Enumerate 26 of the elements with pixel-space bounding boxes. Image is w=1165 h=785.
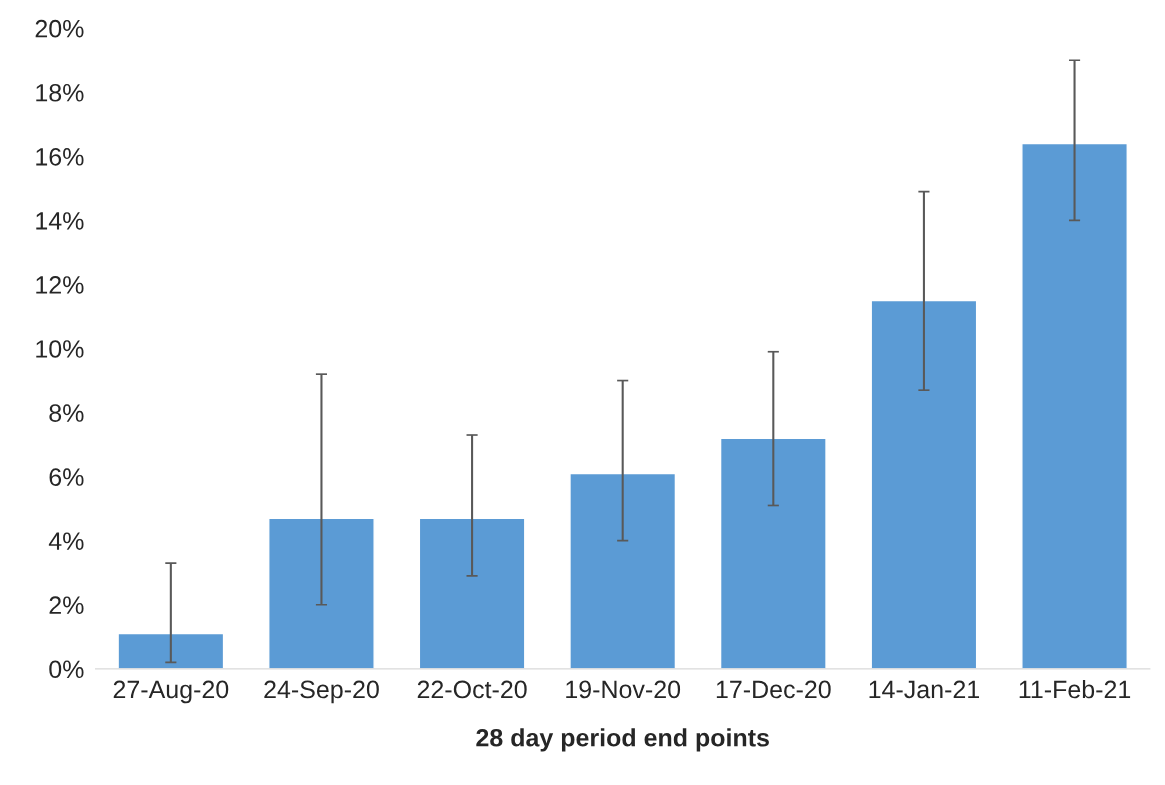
y-tick-label: 2% [49,596,84,614]
y-tick-label: 6% [49,468,84,486]
bar [569,472,677,669]
x-axis-title: 28 day period end points [476,728,769,752]
y-tick-label: 12% [36,276,84,294]
x-tick-label: 22-Oct-20 [417,680,527,699]
bar [719,437,827,669]
y-tick-label: 16% [36,147,84,166]
x-tick-label: 17-Dec-20 [716,680,831,699]
bar [268,517,375,669]
x-tick-label: 11-Feb-21 [1019,679,1131,699]
bar [117,632,225,669]
x-tick-label: 24-Sep-20 [264,680,379,704]
x-tick-label: 27-Aug-20 [113,680,229,704]
x-tick-label: 19-Nov-20 [566,680,681,699]
y-tick-label: 4% [48,532,84,550]
y-tick-label: 8% [49,404,84,422]
x-tick-label: 14-Jan-21 [869,680,979,699]
y-tick-label: 0% [49,660,84,679]
bar [418,517,526,669]
y-tick-label: 20% [35,19,84,38]
y-tick-label: 14% [36,212,84,230]
y-tick-label: 18% [36,83,84,102]
bar [870,299,978,669]
bar [1021,142,1128,669]
y-tick-label: 10% [36,340,84,358]
